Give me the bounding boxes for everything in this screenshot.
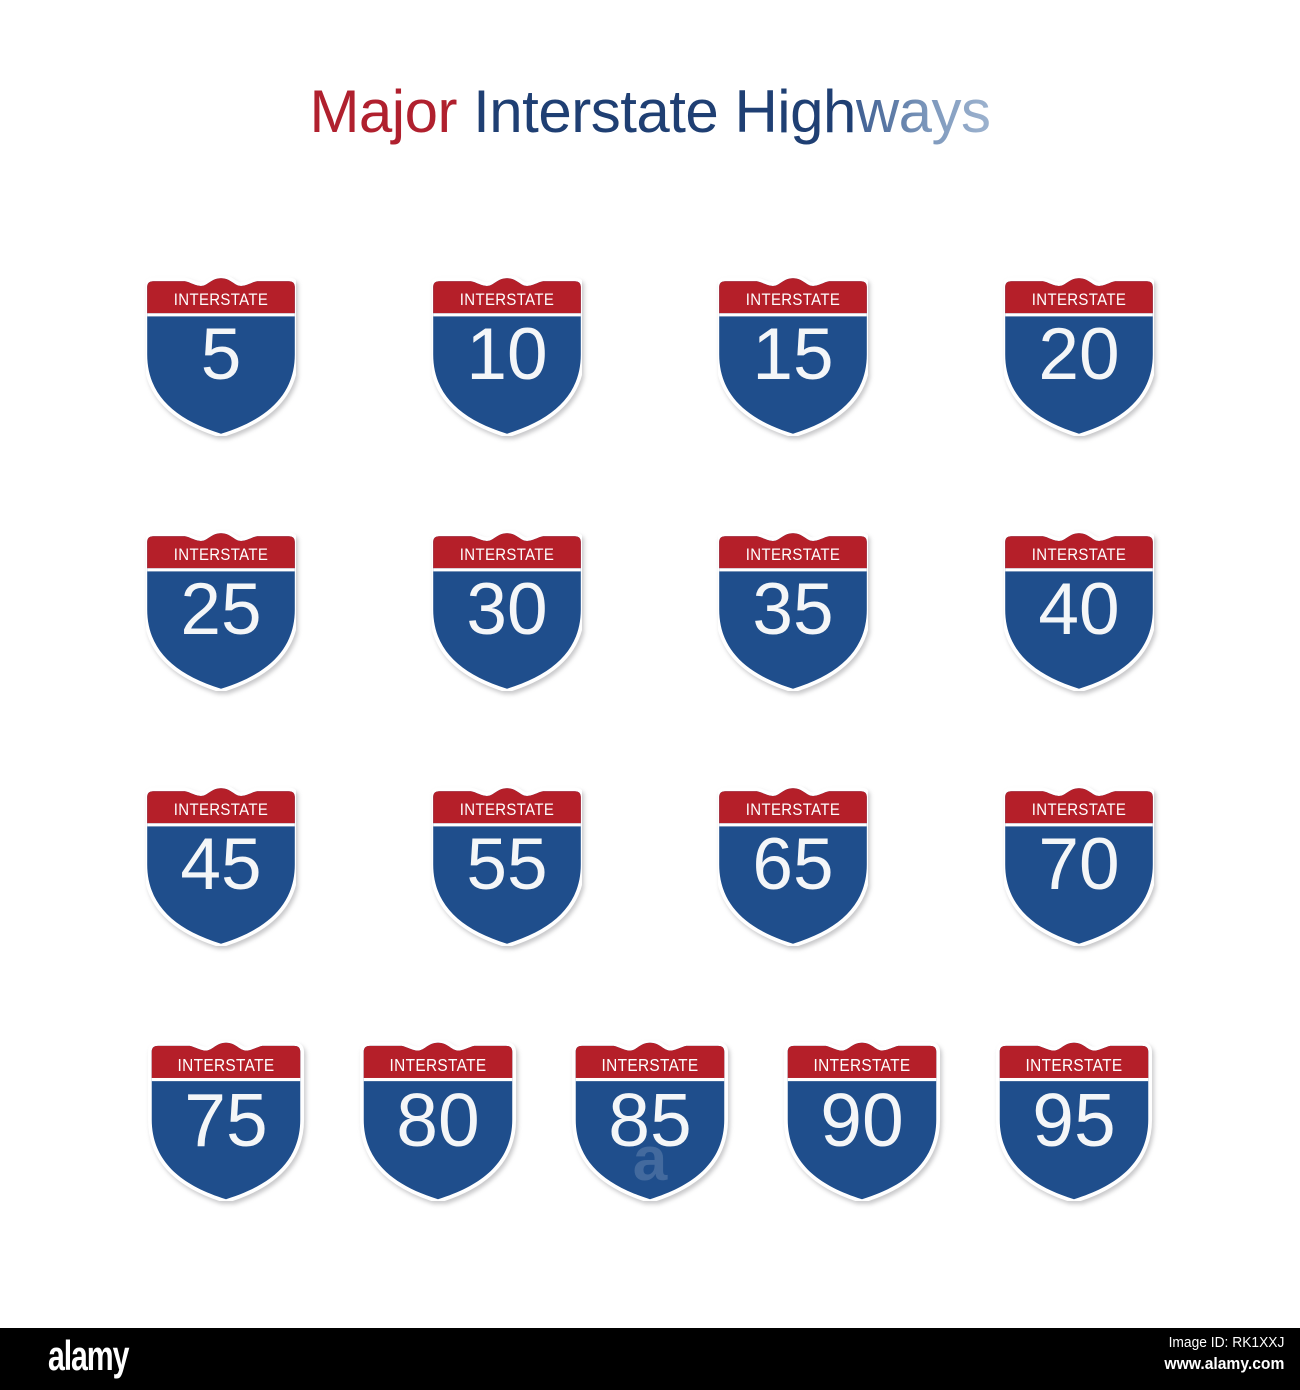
interstate-shield-45[interactable]: INTERSTATE 45 bbox=[146, 786, 296, 946]
interstate-shield-80[interactable]: INTERSTATE 80 bbox=[357, 1041, 519, 1201]
page-title: Major Interstate Highways bbox=[0, 82, 1300, 142]
interstate-shield-10[interactable]: INTERSTATE 10 bbox=[432, 276, 582, 436]
page-title-part-major: Major bbox=[309, 78, 457, 145]
interstate-shield-75[interactable]: INTERSTATE 75 bbox=[145, 1041, 307, 1201]
footer-meta: Image ID: RK1XXJ www.alamy.com bbox=[1154, 1334, 1284, 1375]
page-title-part-ways: ways bbox=[855, 78, 991, 145]
interstate-shield-65[interactable]: INTERSTATE 65 bbox=[718, 786, 868, 946]
image-id-label: Image ID: RK1XXJ bbox=[1168, 1334, 1284, 1351]
page-title-part-interstate-high: Interstate High bbox=[456, 78, 856, 145]
interstate-shield-35[interactable]: INTERSTATE 35 bbox=[718, 531, 868, 691]
interstate-shield-25[interactable]: INTERSTATE 25 bbox=[146, 531, 296, 691]
sign-row-2: INTERSTATE 25 INTERSTATE 30 INTERSTATE 35 bbox=[0, 531, 1300, 691]
sign-row-3: INTERSTATE 45 INTERSTATE 55 INTERSTATE 65 bbox=[0, 786, 1300, 946]
interstate-shield-20[interactable]: INTERSTATE 20 bbox=[1004, 276, 1154, 436]
interstate-shield-40[interactable]: INTERSTATE 40 bbox=[1004, 531, 1154, 691]
alamy-logo: alamy bbox=[48, 1332, 129, 1379]
interstate-shield-15[interactable]: INTERSTATE 15 bbox=[718, 276, 868, 436]
sign-row-1: INTERSTATE 5 INTERSTATE 10 INTERSTATE 15 bbox=[0, 276, 1300, 436]
footer-bar: alamy Image ID: RK1XXJ www.alamy.com bbox=[0, 1328, 1300, 1390]
interstate-shield-85[interactable]: INTERSTATEa85 bbox=[569, 1041, 731, 1201]
interstate-shield-70[interactable]: INTERSTATE 70 bbox=[1004, 786, 1154, 946]
interstate-shield-95[interactable]: INTERSTATE 95 bbox=[993, 1041, 1155, 1201]
interstate-shield-30[interactable]: INTERSTATE 30 bbox=[432, 531, 582, 691]
interstate-shield-5[interactable]: INTERSTATE 5 bbox=[146, 276, 296, 436]
interstate-shield-90[interactable]: INTERSTATE 90 bbox=[781, 1041, 943, 1201]
alamy-url-label: www.alamy.com bbox=[1164, 1353, 1284, 1373]
interstate-shield-55[interactable]: INTERSTATE 55 bbox=[432, 786, 582, 946]
interstate-sign-grid: INTERSTATE 5 INTERSTATE 10 INTERSTATE 15 bbox=[0, 276, 1300, 1201]
